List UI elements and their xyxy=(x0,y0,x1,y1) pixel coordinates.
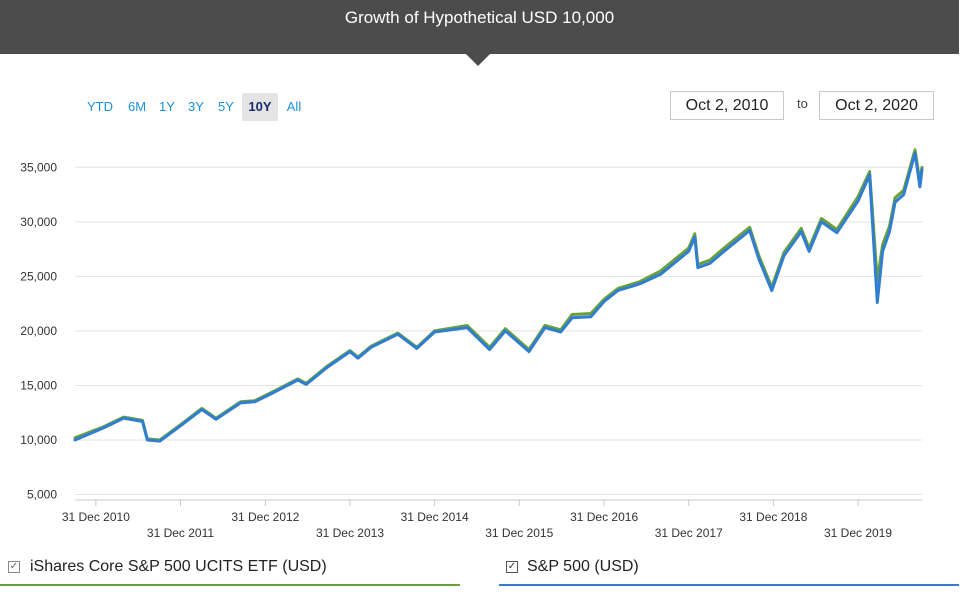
x-tick-label: 31 Dec 2019 xyxy=(824,526,892,540)
y-tick-label: 30,000 xyxy=(20,215,57,229)
growth-line-chart: 5,000 10,000 15,000 20,000 25,000 30,000 35,00… xyxy=(20,148,924,540)
legend-label-sp500: S&P 500 (USD) xyxy=(527,558,639,575)
header-caret xyxy=(466,54,490,66)
x-tick-label: 31 Dec 2014 xyxy=(401,510,469,524)
x-tick-label: 31 Dec 2011 xyxy=(147,526,214,540)
x-tick-label: 31 Dec 2018 xyxy=(739,510,807,524)
legend-checkbox-ishares[interactable]: ✓ xyxy=(8,561,20,573)
y-tick-label: 15,000 xyxy=(20,378,57,392)
x-tick-label: 31 Dec 2016 xyxy=(570,510,638,524)
range-button-6m[interactable]: 6M xyxy=(127,99,147,114)
x-tick-label: 31 Dec 2017 xyxy=(655,526,723,540)
y-tick-label: 35,000 xyxy=(20,160,57,174)
range-button-5y[interactable]: 5Y xyxy=(218,99,234,114)
y-tick-label: 20,000 xyxy=(20,324,57,338)
start-date-input[interactable]: Oct 2, 2010 xyxy=(670,91,784,120)
end-date-input[interactable]: Oct 2, 2020 xyxy=(819,91,934,120)
y-tick-label: 5,000 xyxy=(27,488,57,502)
range-button-1y[interactable]: 1Y xyxy=(159,99,175,114)
legend-item-ishares[interactable]: ✓ iShares Core S&P 500 UCITS ETF (USD) xyxy=(0,556,460,586)
legend-checkbox-sp500[interactable]: ✓ xyxy=(506,561,518,573)
range-button-all[interactable]: All xyxy=(286,99,302,114)
x-tick-label: 31 Dec 2013 xyxy=(316,526,384,540)
legend-underline-ishares xyxy=(0,584,460,586)
series-line-ishares xyxy=(73,148,924,442)
chart-header: Growth of Hypothetical USD 10,000 xyxy=(0,0,959,54)
x-tick-label: 31 Dec 2015 xyxy=(485,526,553,540)
x-tick-label: 31 Dec 2010 xyxy=(62,510,130,524)
range-button-ytd[interactable]: YTD xyxy=(87,99,113,114)
date-range-to-label: to xyxy=(797,96,808,111)
chart-title: Growth of Hypothetical USD 10,000 xyxy=(344,8,615,27)
range-button-3y[interactable]: 3Y xyxy=(188,99,204,114)
y-tick-label: 25,000 xyxy=(20,269,57,283)
x-tick-label: 31 Dec 2012 xyxy=(231,510,299,524)
legend-label-ishares: iShares Core S&P 500 UCITS ETF (USD) xyxy=(30,558,327,575)
range-button-10y[interactable]: 10Y xyxy=(242,93,278,121)
y-tick-label: 10,000 xyxy=(20,433,57,447)
legend-underline-sp500 xyxy=(499,584,959,586)
legend-item-sp500[interactable]: ✓ S&P 500 (USD) xyxy=(499,556,959,586)
series-line-sp500 xyxy=(73,151,924,443)
